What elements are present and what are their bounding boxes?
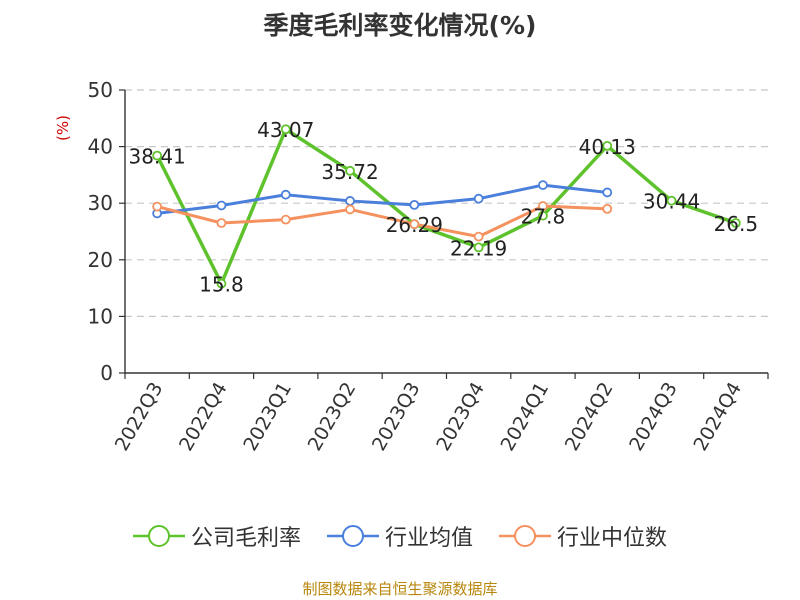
data-point (538, 201, 548, 211)
series-line (155, 127, 737, 286)
legend-item[interactable]: 行业均值 (326, 520, 473, 552)
data-point (152, 150, 163, 161)
series-layer (152, 124, 741, 289)
data-point (538, 180, 548, 190)
legend-circle (147, 525, 170, 547)
data-point (280, 189, 291, 200)
legend: 公司毛利率 行业均值 行业中位数 (0, 520, 800, 552)
data-point (602, 203, 613, 214)
source-note: 制图数据来自恒生聚源数据库 (302, 580, 498, 598)
legend-marker-icon (132, 525, 185, 547)
x-tick-label: 2023Q2 (304, 379, 361, 455)
data-label: 30.44 (643, 190, 700, 214)
legend-item[interactable]: 公司毛利率 (132, 520, 301, 552)
data-point (730, 218, 741, 228)
data-point (216, 278, 227, 289)
x-tick-label: 2024Q3 (625, 379, 682, 455)
series-line (156, 204, 608, 239)
data-label: 43.07 (257, 118, 314, 142)
data-point (280, 214, 291, 225)
data-point (666, 195, 677, 206)
legend-circle (341, 525, 364, 547)
data-point (345, 196, 355, 206)
x-tick-label: 2023Q4 (432, 379, 489, 455)
legend-label: 行业均值 (384, 526, 473, 551)
data-label-layer: 38.41 15.8 43.07 35.72 26.29 22.19 27.8 40.13 30… (129, 118, 759, 296)
data-point (602, 140, 613, 151)
data-point (538, 210, 548, 221)
y-tick-label: 40 (88, 135, 113, 159)
y-tick-label: 20 (88, 248, 113, 272)
data-label: 40.13 (579, 135, 636, 159)
data-point (473, 242, 484, 253)
x-tick-label: 2022Q3 (111, 379, 168, 455)
y-tick-label: 10 (88, 304, 113, 328)
legend-label: 行业中位数 (557, 526, 668, 551)
legend-marker-icon (326, 525, 379, 547)
data-label: 27.8 (521, 205, 566, 229)
legend-marker-icon (499, 525, 551, 547)
data-point (216, 218, 227, 228)
x-tick-label: 2023Q3 (368, 379, 425, 455)
chart-title: 季度毛利率变化情况(%) (263, 11, 537, 40)
y-tick-label: 30 (88, 191, 113, 215)
data-point (345, 165, 355, 176)
data-label: 26.5 (714, 212, 759, 236)
data-point (602, 187, 613, 198)
data-point (473, 231, 484, 242)
x-tick-label: 2022Q4 (175, 379, 232, 455)
data-point (216, 200, 227, 211)
y-tick-label: 50 (88, 78, 113, 102)
data-label: 38.41 (129, 145, 186, 169)
series-line (156, 183, 608, 215)
data-point (345, 204, 355, 215)
data-point (409, 219, 420, 230)
x-tick-label: 2024Q1 (497, 379, 554, 455)
legend-circle (514, 525, 536, 547)
x-tick-label: 2023Q1 (239, 379, 296, 455)
data-point (409, 199, 420, 210)
data-point (152, 201, 163, 212)
data-label: 35.72 (321, 160, 378, 184)
data-point (473, 193, 484, 204)
legend-item[interactable]: 行业中位数 (499, 520, 667, 552)
data-point (280, 124, 291, 135)
x-tick-label: 2024Q4 (689, 379, 746, 455)
data-label: 15.8 (199, 273, 244, 297)
y-tick-label: 0 (100, 361, 113, 385)
data-label: 26.29 (386, 213, 443, 237)
data-label: 22.19 (450, 236, 507, 260)
legend-label: 公司毛利率 (190, 526, 301, 551)
y-axis-label: (%) (54, 115, 72, 141)
x-tick-label: 2024Q2 (561, 379, 618, 455)
